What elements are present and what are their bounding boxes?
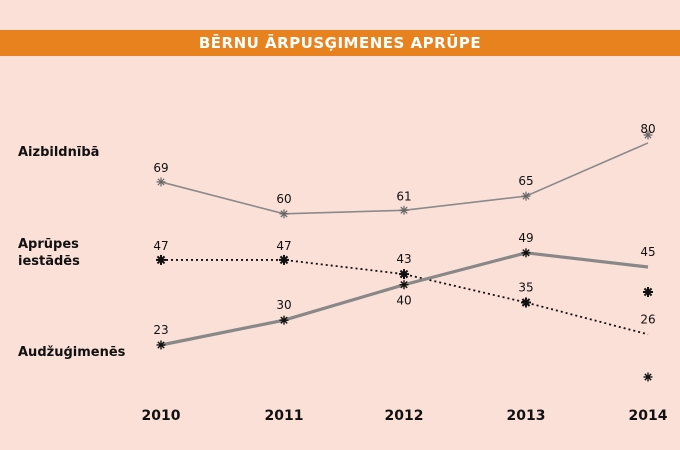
- point-aizbildniba-2011: [279, 209, 289, 219]
- point-audzugimenes-2010: [156, 340, 166, 350]
- data-label-aprupes-iestades-2014: 26: [640, 312, 655, 326]
- legend-label-audzugimenes: Audžuģimenēs: [18, 344, 125, 361]
- legend-label-line: Aizbildnībā: [18, 145, 100, 160]
- x-tick-label-2012: 2012: [385, 408, 424, 424]
- point-aprupes-iestades-2014: [643, 287, 653, 297]
- data-label-aprupes-iestades-2012: 43: [396, 252, 411, 266]
- data-label-audzugimenes-2010: 23: [153, 323, 168, 337]
- legend-label-aprupes-iestades: Aprūpes iestādēs: [18, 236, 80, 270]
- legend-label-line: iestādēs: [18, 254, 80, 269]
- legend-label-line: Audžuģimenēs: [18, 345, 126, 360]
- x-tick-label-2010: 2010: [142, 408, 181, 424]
- point-aprupes-iestades-2012: [399, 269, 409, 280]
- x-tick-label-2013: 2013: [507, 408, 546, 424]
- legend-label-aizbildniba: Aizbildnībā: [18, 144, 99, 161]
- point-audzugimenes-2012: [399, 280, 409, 290]
- title-bar: BĒRNU ĀRPUSĢIMENES APRŪPE: [0, 30, 680, 56]
- legend-label-line: Aprūpes: [18, 237, 79, 252]
- point-audzugimenes-2014: [643, 372, 653, 382]
- point-aprupes-iestades-2013: [521, 297, 531, 308]
- data-label-aprupes-iestades-2010: 47: [153, 239, 168, 253]
- point-aizbildniba-2012: [399, 205, 409, 215]
- data-label-aizbildniba-2011: 60: [276, 192, 291, 206]
- data-label-aizbildniba-2012: 61: [396, 189, 411, 203]
- series-line-aprupes-iestades: [161, 259, 649, 336]
- data-label-audzugimenes-2014: 45: [640, 245, 655, 259]
- point-aprupes-iestades-2010: [156, 254, 166, 265]
- data-label-audzugimenes-2011: 30: [276, 298, 291, 312]
- chart-title: BĒRNU ĀRPUSĢIMENES APRŪPE: [198, 34, 482, 52]
- point-aizbildniba-2013: [521, 191, 531, 201]
- data-label-aprupes-iestades-2011: 47: [276, 239, 291, 253]
- x-tick-label-2011: 2011: [265, 408, 304, 424]
- x-tick-label-2014: 2014: [629, 408, 668, 424]
- point-audzugimenes-2013: [521, 248, 531, 258]
- data-label-audzugimenes-2012: 40: [396, 294, 411, 308]
- point-aizbildniba-2010: [156, 177, 166, 187]
- data-label-audzugimenes-2013: 49: [518, 231, 533, 245]
- data-label-aizbildniba-2010: 69: [153, 161, 168, 175]
- point-audzugimenes-2011: [279, 315, 289, 325]
- data-label-aizbildniba-2014: 80: [640, 122, 655, 136]
- data-label-aprupes-iestades-2013: 35: [518, 280, 533, 294]
- data-label-aizbildniba-2013: 65: [518, 174, 533, 188]
- point-aprupes-iestades-2011: [279, 254, 289, 265]
- point-aizbildniba-2014: [643, 130, 653, 140]
